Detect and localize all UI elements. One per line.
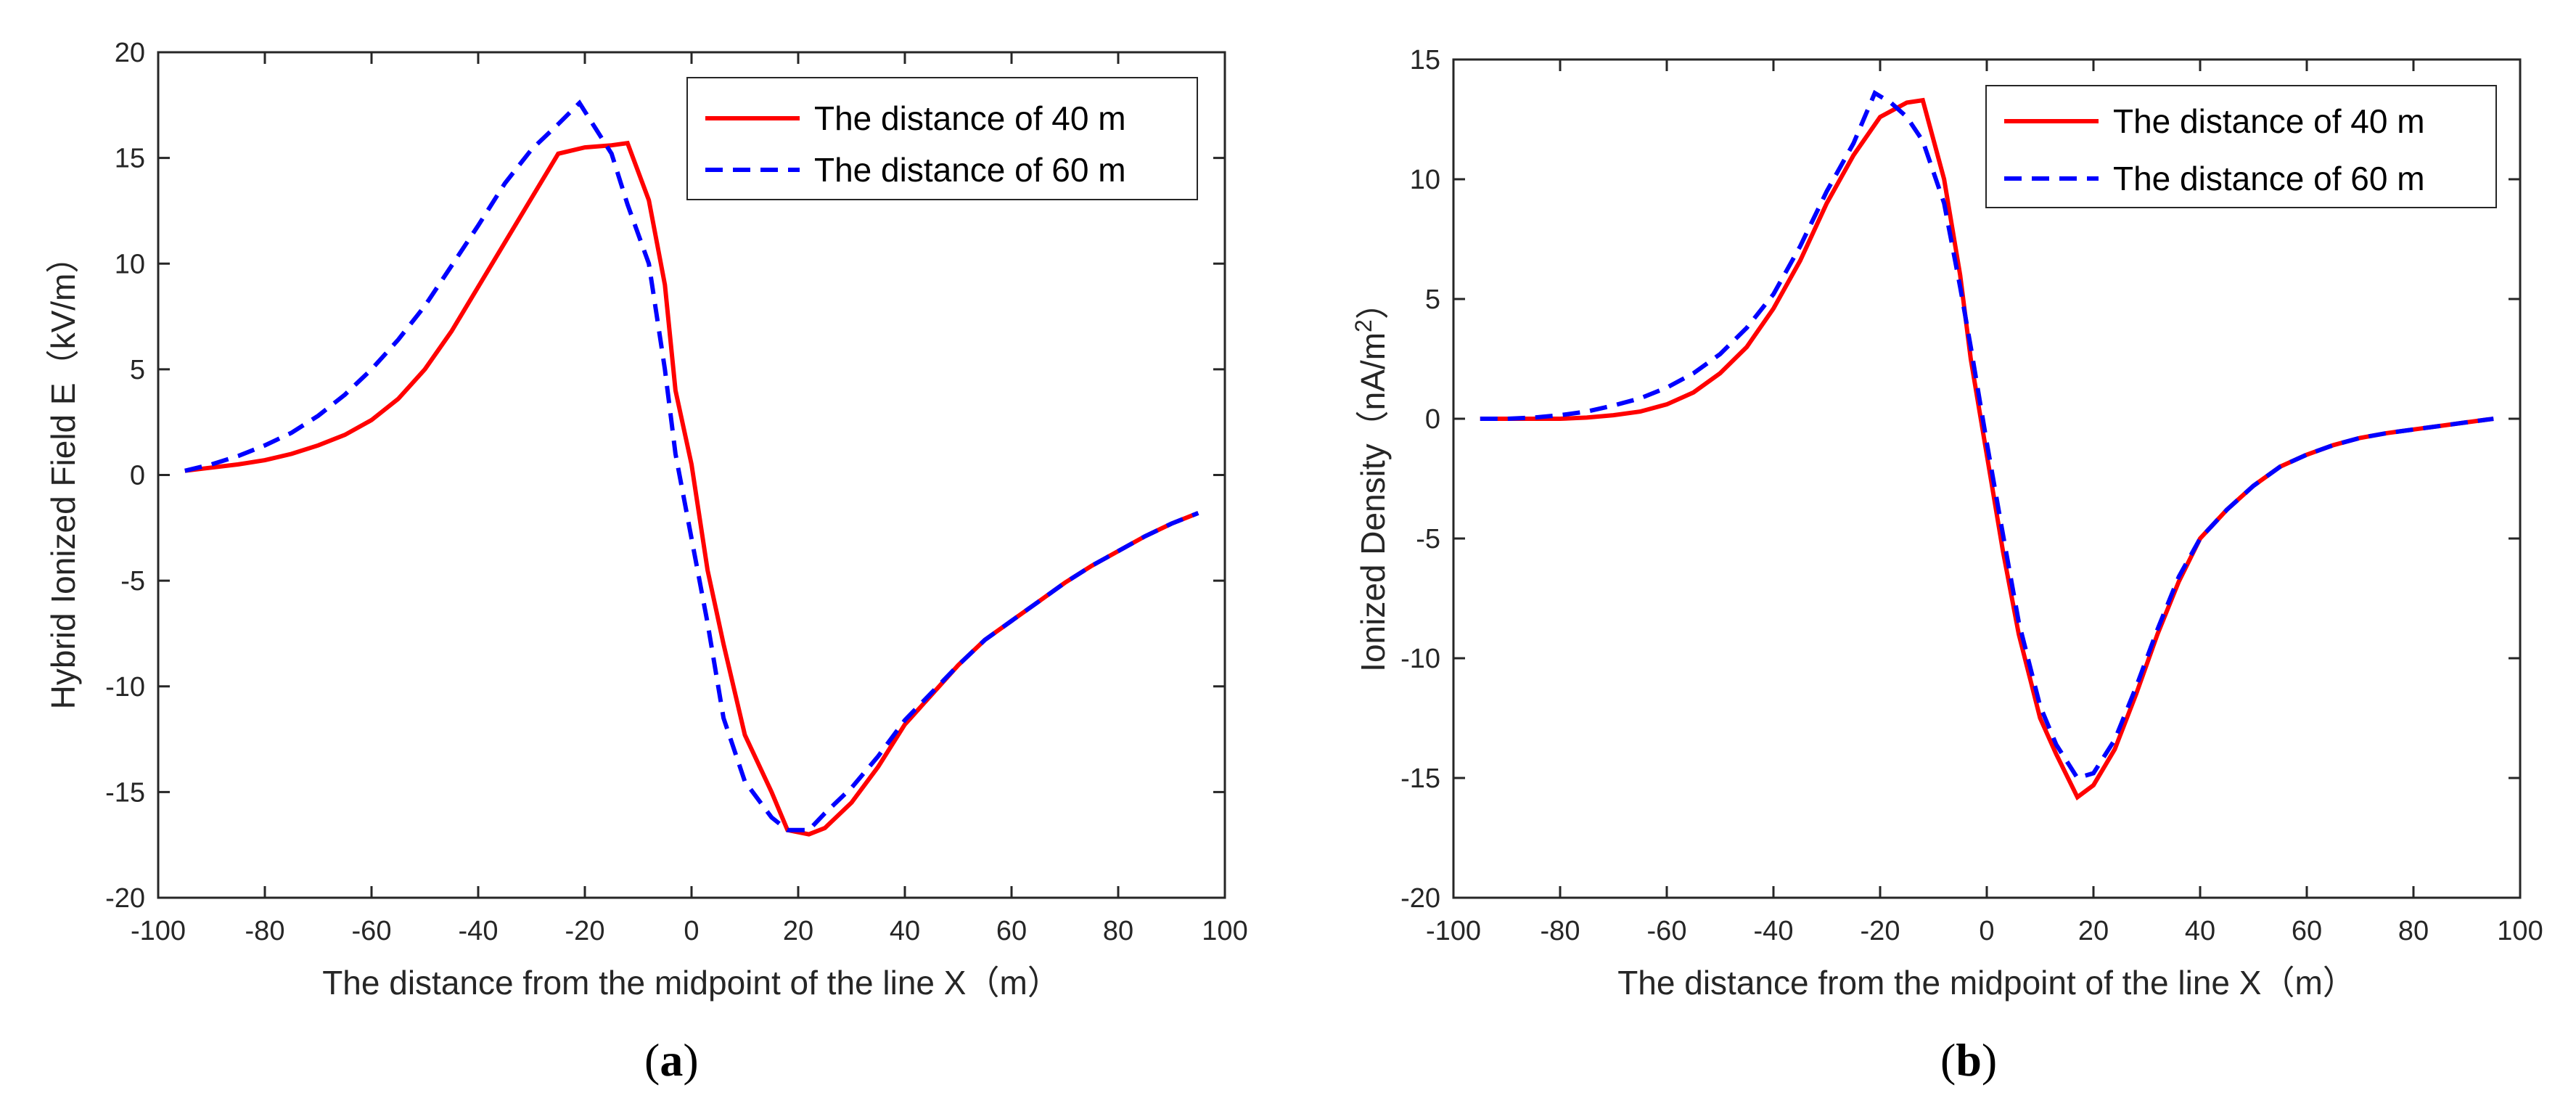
x-tick-label: 60: [2292, 916, 2322, 946]
x-tick-label: -100: [131, 916, 186, 946]
y-tick-label: -20: [105, 883, 145, 914]
x-tick-label: -60: [1647, 916, 1687, 946]
y-tick-label: -15: [1400, 763, 1440, 794]
y-tick-label: -5: [1416, 524, 1440, 554]
x-axis-title-a: The distance from the midpoint of the li…: [322, 964, 1061, 1002]
series-line-the-distance-of-60-m-b: [1480, 89, 2494, 781]
y-tick-label: 0: [1425, 404, 1440, 435]
tick-labels-b: -100 -80 -60 -40 -20 0 20 40 60 80 100 -20 -15 -10 -5 0…: [1400, 45, 2543, 946]
y-tick-label: 15: [1410, 45, 1440, 75]
x-axis-title-b: The distance from the midpoint of the li…: [1617, 964, 2356, 1002]
legend-box-b: [1985, 85, 2497, 208]
legend-b: The distance of 40 m The distance of 60 …: [1985, 85, 2497, 208]
panel-a: -100 -80 -60 -40 -20 0 20 40 60 80 100 -20 -15 -10 -5 0…: [44, 38, 1248, 1086]
y-tick-label: -20: [1400, 883, 1440, 914]
panel-caption-letter-b: b: [1956, 1034, 1982, 1086]
x-tick-label: -80: [1541, 916, 1580, 946]
legend-label-40m-a: The distance of 40 m: [814, 99, 1126, 137]
x-tick-label: 80: [1103, 916, 1133, 946]
x-tick-label: 40: [2185, 916, 2215, 946]
x-tick-label: -40: [459, 916, 499, 946]
x-tick-label: 80: [2398, 916, 2429, 946]
y-tick-label: -5: [120, 566, 145, 597]
y-tick-label: 10: [1410, 165, 1440, 195]
panel-b: -100 -80 -60 -40 -20 0 20 40 60 80 100 -20 -15 -10 -5 0…: [1350, 45, 2543, 1086]
y-tick-label: -10: [1400, 644, 1440, 674]
tick-labels-a: -100 -80 -60 -40 -20 0 20 40 60 80 100 -20 -15 -10 -5 0…: [105, 38, 1248, 946]
y-tick-label: -15: [105, 777, 145, 808]
x-tick-label: 40: [890, 916, 920, 946]
y-axis-title-b: Ionized Density（nA/m2）: [1350, 286, 1392, 672]
y-axis-title-b-main: Ionized Density（nA/m: [1354, 332, 1392, 672]
x-tick-label: 0: [684, 916, 699, 946]
legend-label-60m-b: The distance of 60 m: [2113, 160, 2425, 197]
series-line-the-distance-of-60-m-a: [184, 99, 1199, 832]
y-axis-title-b-sup: 2: [1350, 319, 1377, 332]
legend-a: The distance of 40 m The distance of 60 …: [686, 77, 1198, 200]
x-tick-label: -40: [1754, 916, 1794, 946]
x-tick-label: -20: [565, 916, 605, 946]
y-tick-label: 5: [130, 355, 145, 385]
x-tick-label: -100: [1426, 916, 1481, 946]
y-tick-label: 15: [115, 144, 145, 174]
series-group-b: [1480, 89, 2494, 800]
x-tick-label: 100: [2497, 916, 2543, 946]
tick-marks-b: [1452, 58, 2522, 899]
legend-box-a: [686, 77, 1198, 200]
x-tick-label: 20: [783, 916, 813, 946]
x-tick-label: 0: [1979, 916, 1994, 946]
panel-caption-letter-a: a: [660, 1034, 683, 1086]
y-tick-label: 0: [130, 461, 145, 491]
x-tick-label: 20: [2078, 916, 2109, 946]
panel-caption-b: (b): [1940, 1034, 1997, 1086]
y-tick-label: 5: [1425, 284, 1440, 315]
y-tick-label: 10: [115, 249, 145, 279]
legend-label-60m-a: The distance of 60 m: [814, 151, 1126, 189]
x-tick-label: -60: [352, 916, 392, 946]
y-axis-title-a: Hybrid Ionized Field E（kV/m）: [44, 240, 82, 710]
legend-label-40m-b: The distance of 40 m: [2113, 102, 2425, 140]
series-group-a: [184, 99, 1199, 837]
y-tick-label: -10: [105, 672, 145, 703]
x-tick-label: 60: [996, 916, 1027, 946]
x-tick-label: -20: [1861, 916, 1900, 946]
panel-caption-a: (a): [644, 1034, 699, 1086]
y-axis-title-b-suffix: ）: [1354, 286, 1392, 319]
x-tick-label: 100: [1202, 916, 1247, 946]
x-tick-label: -80: [245, 916, 285, 946]
y-tick-label: 20: [115, 38, 145, 68]
tick-marks-a: [157, 51, 1226, 899]
